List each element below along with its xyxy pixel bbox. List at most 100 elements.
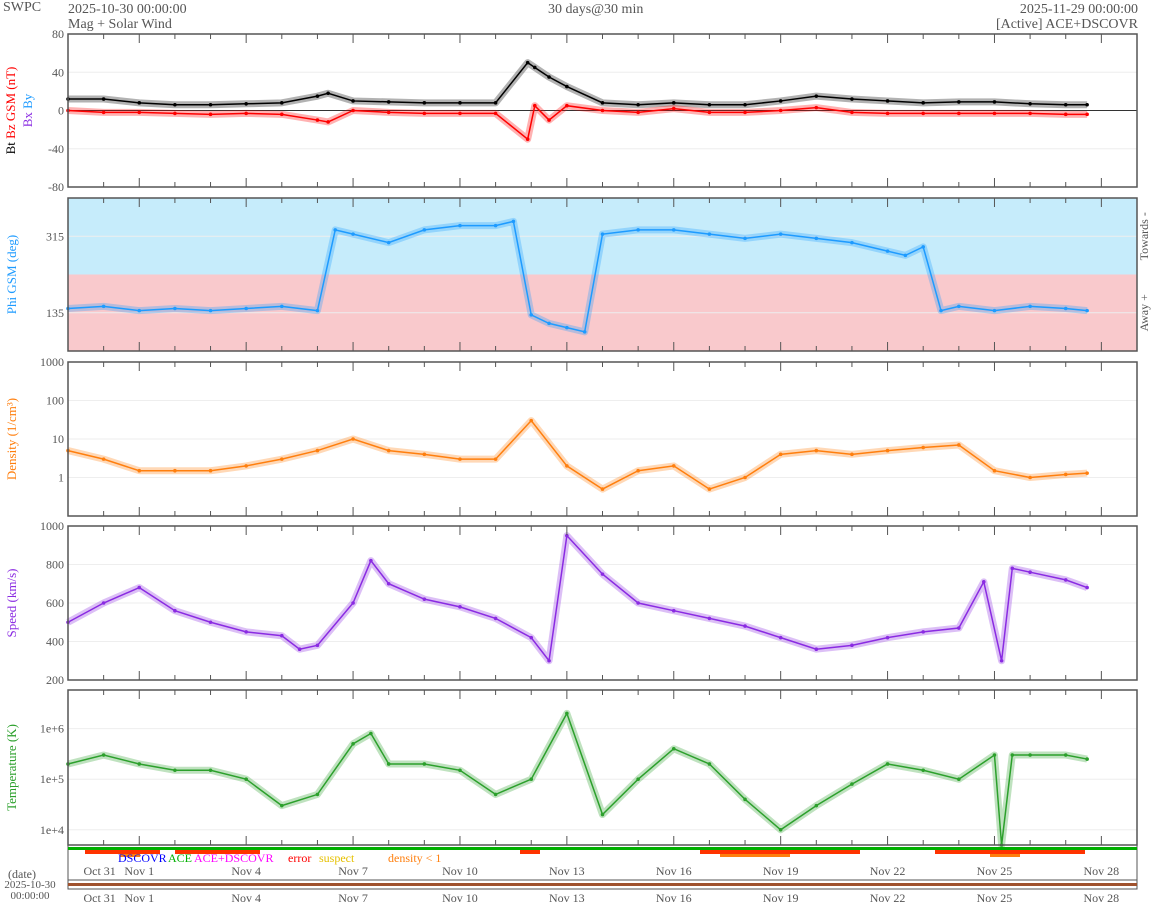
phi-point [173, 306, 177, 311]
bt-point [458, 101, 462, 105]
bz-point [244, 111, 248, 116]
bt-point [921, 101, 925, 105]
temperature-point [315, 792, 320, 797]
speed-point [297, 647, 302, 651]
away-label: Away + [1137, 294, 1151, 332]
component-label: Bx [20, 112, 35, 128]
temperature-point [493, 792, 498, 797]
temperature-point [743, 797, 747, 802]
x-tick-label: Nov 7 [338, 891, 368, 905]
density-point [493, 457, 498, 461]
y-tick-label: 135 [46, 306, 64, 320]
density-point [565, 464, 569, 468]
mag-component-legend: Bx By [20, 93, 35, 127]
phi-point [547, 321, 551, 326]
speed-point [280, 633, 284, 638]
phi-point [493, 223, 498, 228]
bz-point [636, 110, 640, 115]
speed-point [422, 597, 427, 601]
bt-point [1028, 102, 1032, 106]
bt-point [351, 99, 355, 103]
phi-point [101, 304, 106, 309]
temperature-point [280, 803, 284, 808]
speed-point [921, 630, 925, 634]
legend-density-: density < 1 [388, 851, 441, 865]
y-tick-label: 400 [46, 635, 64, 649]
bz-point [1063, 112, 1068, 117]
x-tick-label: Nov 19 [763, 891, 799, 905]
bz-point [208, 112, 213, 117]
bz-point [173, 111, 177, 116]
x-tick-label: Nov 16 [656, 864, 692, 878]
temperature-point [529, 777, 534, 781]
density-point [351, 437, 355, 441]
temperature-point [458, 768, 462, 773]
density-line [67, 419, 1088, 490]
start-time: 2025-10-30 00:00:00 [68, 2, 187, 17]
bz-point [707, 110, 712, 115]
temperature-point [814, 803, 819, 808]
density-point [1063, 472, 1068, 477]
density-point [743, 475, 747, 480]
bz-point [1085, 112, 1089, 117]
phi-point [1085, 308, 1089, 313]
phi-point [600, 232, 605, 236]
phi-point [582, 330, 587, 334]
density-range-band [67, 417, 1088, 493]
x-tick-label: Oct 31 [83, 864, 115, 878]
temperature-point [850, 782, 854, 786]
phi-point [1063, 306, 1068, 311]
temperature-point [101, 753, 106, 757]
speed-point [101, 601, 106, 605]
bt-point [743, 102, 747, 107]
bz-point [351, 108, 355, 113]
density-point [671, 464, 676, 468]
y-tick-label: 1 [58, 471, 64, 485]
bz-point [458, 111, 462, 116]
bz-point [921, 111, 925, 116]
temperature-point [957, 777, 961, 781]
y-tick-label: 1e+6 [40, 722, 64, 736]
phi-point [671, 228, 676, 232]
bt-point [707, 102, 712, 107]
speed-point [173, 608, 177, 613]
speed-point [529, 635, 534, 640]
legend-dscovr: DSCOVR [118, 851, 167, 865]
error-flag-bar [935, 850, 1085, 854]
y-tick-label: -40 [48, 142, 64, 156]
bt-point [1063, 102, 1068, 107]
density-point [921, 445, 925, 450]
x-tick-label: Nov 1 [124, 864, 154, 878]
bz-point [532, 103, 537, 108]
bt-point [814, 94, 819, 98]
bz-point [850, 110, 854, 115]
speed-point [600, 572, 605, 576]
temperature-point [386, 762, 391, 766]
density-point [386, 448, 391, 453]
bz-point [814, 105, 819, 110]
end-time: 2025-11-29 00:00:00 [1019, 2, 1138, 17]
speed-point [369, 558, 373, 563]
temperature-point [1028, 753, 1032, 757]
density-y-axis-label: Density (1/cm³) [4, 398, 19, 480]
speed-point [1085, 585, 1089, 590]
bz-point [386, 110, 391, 115]
speed-point [814, 647, 819, 651]
y-tick-label: 1e+5 [40, 772, 64, 786]
bt-point [850, 97, 854, 101]
density-flag-bar [990, 854, 1020, 857]
phi-point [885, 249, 890, 253]
density-point [137, 468, 142, 473]
density-point [244, 464, 248, 468]
speed-point [778, 635, 783, 640]
temperature-point [244, 777, 248, 781]
error-flag-bar [520, 850, 540, 854]
temperature-point [671, 746, 676, 751]
temperature-point [208, 768, 213, 773]
phi-point [778, 232, 783, 236]
bt-point [1085, 102, 1089, 107]
ace-status-bar [68, 847, 1137, 850]
temperature-point [707, 762, 712, 766]
speed-point [1010, 566, 1015, 571]
x-tick-label: Nov 1 [124, 891, 154, 905]
